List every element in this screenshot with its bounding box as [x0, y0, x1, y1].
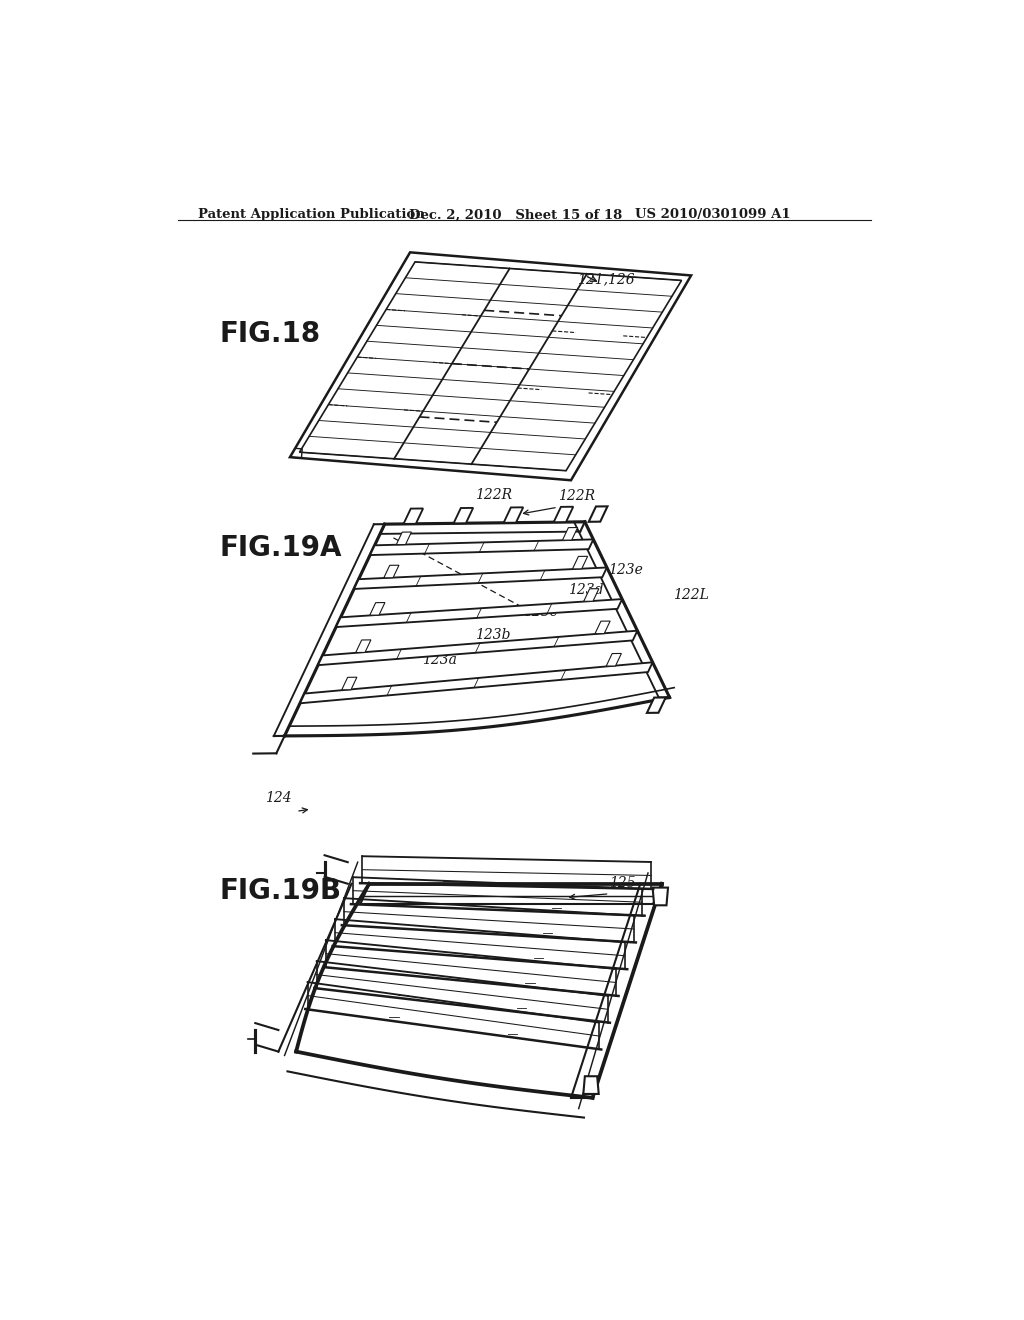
Text: 122R: 122R — [475, 488, 513, 502]
Text: 125: 125 — [609, 876, 636, 890]
Polygon shape — [504, 507, 523, 523]
Polygon shape — [370, 540, 593, 556]
Polygon shape — [647, 697, 666, 713]
Polygon shape — [342, 677, 357, 690]
Text: Dec. 2, 2010   Sheet 15 of 18: Dec. 2, 2010 Sheet 15 of 18 — [410, 209, 623, 222]
Text: 121,126: 121,126 — [578, 272, 635, 286]
Text: 123e: 123e — [608, 562, 643, 577]
Polygon shape — [403, 508, 423, 524]
Polygon shape — [396, 532, 412, 545]
Text: 122R: 122R — [558, 488, 595, 503]
Polygon shape — [584, 589, 599, 602]
Polygon shape — [606, 653, 622, 667]
Polygon shape — [318, 631, 637, 665]
Text: 123a: 123a — [422, 652, 457, 667]
Polygon shape — [572, 556, 588, 569]
Text: FIG.19A: FIG.19A — [219, 535, 342, 562]
Polygon shape — [370, 602, 385, 615]
Polygon shape — [384, 565, 399, 578]
Polygon shape — [290, 252, 691, 480]
Text: Patent Application Publication: Patent Application Publication — [199, 209, 425, 222]
Text: 123d: 123d — [568, 583, 603, 598]
Polygon shape — [562, 528, 578, 540]
Text: 123c: 123c — [523, 605, 558, 619]
Polygon shape — [589, 507, 607, 521]
Text: 123b: 123b — [475, 628, 510, 642]
Polygon shape — [355, 640, 371, 652]
Polygon shape — [584, 1076, 599, 1094]
Polygon shape — [454, 508, 473, 523]
Text: US 2010/0301099 A1: US 2010/0301099 A1 — [635, 209, 791, 222]
Text: 124: 124 — [265, 791, 292, 805]
Polygon shape — [336, 599, 623, 627]
Text: FIG.19B: FIG.19B — [219, 876, 341, 904]
Polygon shape — [595, 622, 610, 634]
Polygon shape — [652, 887, 668, 906]
Polygon shape — [554, 507, 573, 523]
Polygon shape — [354, 568, 607, 589]
Text: 122L: 122L — [674, 587, 710, 602]
Text: FIG.18: FIG.18 — [219, 321, 321, 348]
Polygon shape — [300, 663, 652, 704]
